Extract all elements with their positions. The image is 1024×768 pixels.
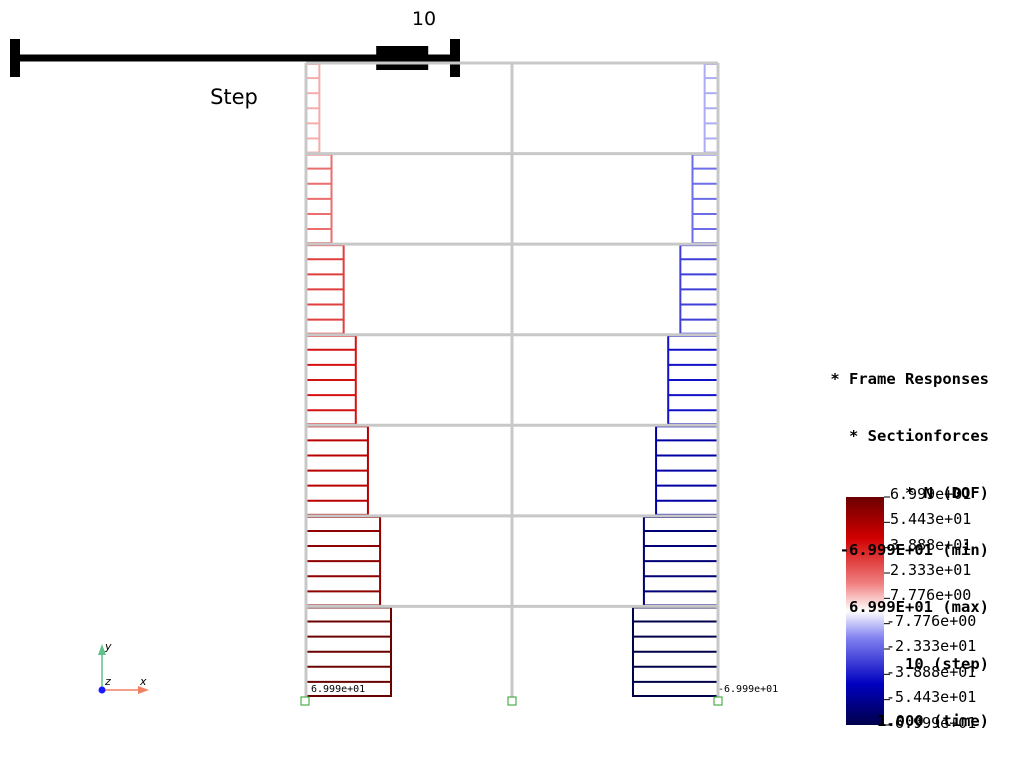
x-axis-label: x <box>140 675 147 688</box>
colorbar-ticks <box>884 496 890 726</box>
base-label-right: -6.999e+01 <box>718 684 779 695</box>
step-slider-left-cap <box>10 39 20 77</box>
colorbar-label: -7.776e+00 <box>886 612 977 630</box>
y-axis-label: y <box>105 640 112 653</box>
colorbar-label: -5.443e+01 <box>886 688 977 706</box>
support-node-right <box>713 696 723 706</box>
support-node-middle <box>507 696 517 706</box>
response-info: * Frame Responses * Sectionforces * N (D… <box>830 332 989 750</box>
info-line-max: 6.999E+01 (max) <box>849 598 989 616</box>
support-nodes <box>300 696 723 706</box>
y-axis-arrowhead <box>98 644 106 655</box>
colorbar-label: -2.333e+01 <box>886 637 977 655</box>
x-axis-arrowhead <box>138 686 149 694</box>
info-line-min: -6.999E+01 (min) <box>839 541 989 559</box>
frame-model <box>304 61 720 697</box>
step-title: Step <box>210 85 258 109</box>
info-line-type: * Sectionforces <box>849 427 989 445</box>
info-line-time: 1.000 (time) <box>877 712 989 730</box>
step-slider-right-cap <box>450 39 460 77</box>
colorbar-label: 7.776e+00 <box>890 586 972 604</box>
base-label-left: 6.999e+01 <box>311 684 366 695</box>
colorbar-label: 3.888e+01 <box>890 536 972 554</box>
info-line-step: 10 (step) <box>905 655 989 673</box>
colorbar-label: 5.443e+01 <box>890 510 972 528</box>
colorbar-label: -3.888e+01 <box>886 663 977 681</box>
colorbar-gradient <box>846 497 884 725</box>
step-slider[interactable] <box>10 39 460 77</box>
step-value: 10 <box>411 8 437 30</box>
colorbar-label: 2.333e+01 <box>890 561 972 579</box>
support-node-left <box>300 696 310 706</box>
colorbar-label: 6.999e+01 <box>890 485 972 503</box>
colorbar-label: -6.999e+01 <box>886 714 977 732</box>
info-line-title: * Frame Responses <box>830 370 989 388</box>
step-slider-handle[interactable] <box>376 46 429 70</box>
z-axis-label: z <box>105 675 111 688</box>
orientation-axes <box>98 644 149 694</box>
info-line-dof: * N (DOF) <box>905 484 989 502</box>
z-axis-dot <box>98 686 106 694</box>
